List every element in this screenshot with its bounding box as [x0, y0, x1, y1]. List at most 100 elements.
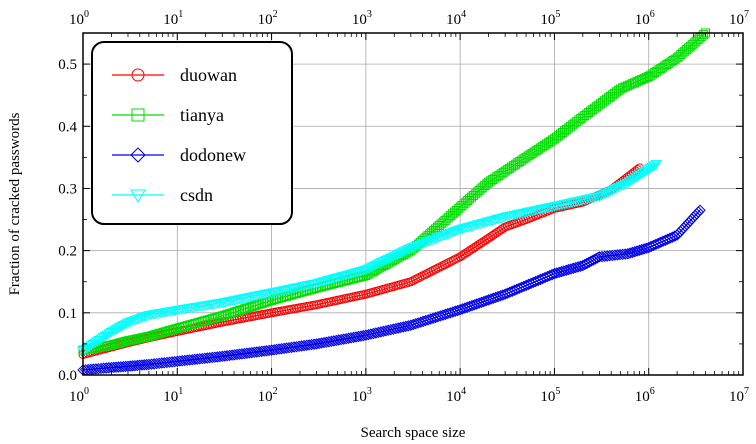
series-marker-tianya	[118, 337, 128, 347]
series-marker-dodonew	[362, 328, 375, 341]
series-marker-csdn	[357, 266, 370, 276]
series-marker-csdn	[627, 174, 640, 185]
series-marker-csdn	[288, 284, 300, 294]
series-marker-tianya	[541, 139, 551, 149]
series-marker-csdn	[310, 279, 323, 289]
series-marker-dodonew	[629, 245, 641, 258]
series-marker-csdn	[352, 267, 365, 278]
series-marker-csdn	[464, 222, 477, 233]
series-marker-csdn	[486, 216, 499, 226]
series-marker-csdn	[89, 338, 102, 349]
series-marker-csdn	[93, 335, 106, 346]
series-marker-csdn	[459, 223, 472, 234]
series-marker-dodonew	[565, 263, 577, 275]
series-marker-tianya	[484, 177, 494, 187]
series-marker-csdn	[566, 198, 578, 208]
series-marker-csdn	[285, 284, 298, 295]
x-tick-label-exp: 4	[461, 9, 466, 20]
series-marker-csdn	[576, 196, 588, 206]
series-marker-tianya	[511, 159, 521, 169]
x-tick-label-base: 10	[446, 12, 461, 28]
series-marker-csdn	[298, 282, 310, 292]
series-marker-csdn	[613, 182, 625, 193]
series-marker-tianya	[603, 93, 613, 103]
series-marker-dodonew	[694, 204, 706, 216]
series-layer	[77, 28, 710, 376]
series-marker-csdn	[411, 241, 424, 251]
series-marker-csdn	[391, 250, 404, 260]
series-marker-tianya	[492, 172, 502, 182]
series-marker-csdn	[117, 320, 130, 331]
series-marker-tianya	[664, 58, 674, 68]
series-marker-csdn	[320, 276, 333, 287]
series-marker-tianya	[578, 112, 588, 122]
series-marker-tianya	[630, 78, 640, 88]
series-marker-csdn	[107, 326, 120, 337]
series-marker-csdn	[359, 265, 372, 276]
x-tick-label-base: 10	[540, 12, 555, 28]
series-marker-dodonew	[382, 324, 395, 336]
series-marker-csdn	[138, 312, 151, 323]
series-marker-csdn	[531, 206, 544, 216]
series-dodonew	[77, 204, 706, 376]
series-marker-tianya	[598, 97, 608, 107]
x-tick-label-base: 10	[446, 389, 461, 405]
series-marker-tianya	[525, 150, 535, 160]
series-marker-csdn	[561, 199, 573, 210]
y-tick-label: 0.4	[58, 119, 77, 135]
series-marker-tianya	[600, 96, 610, 106]
series-marker-tianya	[602, 94, 612, 104]
series-marker-tianya	[650, 68, 660, 78]
series-marker-tianya	[149, 330, 159, 340]
series-marker-csdn	[322, 276, 335, 286]
series-marker-dodonew	[365, 328, 377, 340]
series-marker-csdn	[380, 255, 393, 266]
series-marker-csdn	[461, 223, 474, 233]
series-marker-dodonew	[626, 246, 639, 259]
series-marker-csdn	[109, 325, 122, 336]
series-marker-dodonew	[385, 323, 397, 336]
x-tick-label: 101	[163, 386, 183, 405]
series-marker-tianya	[648, 69, 658, 79]
series-marker-dodonew	[375, 326, 387, 338]
tick-labels: 1001001011011021021031031041041051051061…	[58, 9, 749, 405]
series-marker-tianya	[521, 152, 531, 162]
series-marker-tianya	[627, 79, 637, 89]
series-marker-csdn	[335, 272, 348, 283]
legend-item-duowan: duowan	[112, 65, 237, 85]
series-marker-tianya	[551, 132, 561, 142]
x-tick-label: 105	[540, 386, 560, 405]
series-marker-csdn	[330, 273, 343, 284]
series-marker-tianya	[168, 325, 178, 335]
series-marker-csdn	[489, 215, 502, 226]
series-marker-tianya	[607, 90, 617, 100]
series-marker-csdn	[523, 207, 536, 218]
series-marker-tianya	[144, 331, 154, 341]
series-marker-csdn	[440, 230, 452, 241]
series-marker-csdn	[273, 287, 285, 297]
x-tick-label-base: 10	[69, 389, 84, 405]
series-marker-csdn	[586, 194, 598, 204]
series-marker-csdn	[265, 288, 278, 299]
series-marker-tianya	[564, 123, 574, 133]
series-marker-csdn	[516, 209, 529, 219]
series-marker-csdn	[533, 205, 546, 215]
series-marker-tianya	[560, 126, 570, 136]
series-marker-tianya	[658, 62, 668, 72]
x-tick-label-base: 10	[635, 12, 650, 28]
series-marker-tianya	[160, 327, 170, 337]
x-tick-label-base: 10	[163, 12, 178, 28]
x-tick-label-exp: 6	[650, 9, 655, 20]
series-marker-tianya	[146, 331, 156, 341]
x-tick-label-top: 107	[729, 9, 749, 28]
series-marker-dodonew	[387, 323, 400, 335]
series-marker-csdn	[332, 273, 345, 283]
legend: duowan tianya dodonew csdn	[91, 41, 293, 225]
series-marker-tianya	[590, 103, 600, 113]
series-marker-csdn	[325, 275, 338, 285]
series-marker-csdn	[571, 197, 583, 207]
series-marker-csdn	[474, 219, 487, 230]
series-marker-tianya	[496, 169, 506, 179]
series-marker-tianya	[549, 134, 559, 144]
x-tick-label-exp: 5	[555, 386, 560, 397]
